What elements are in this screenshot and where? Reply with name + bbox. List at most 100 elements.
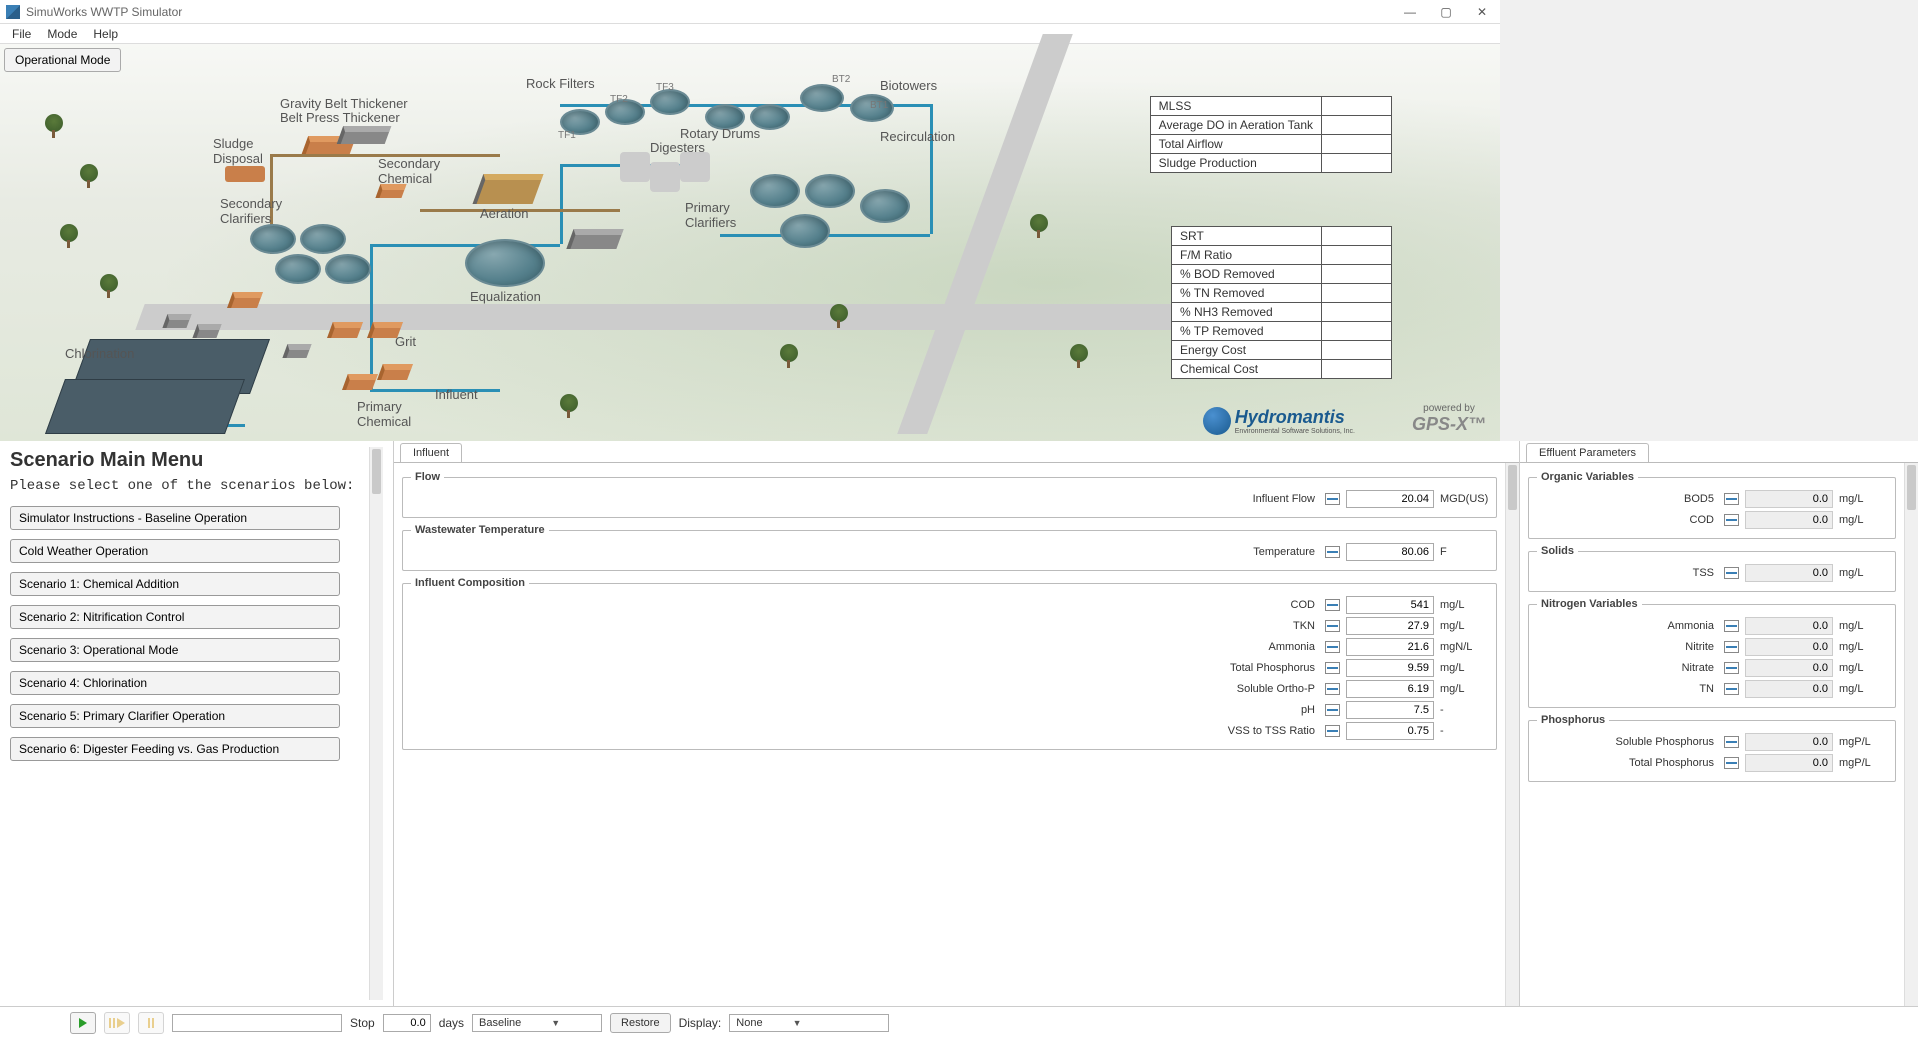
input-influent-flow[interactable] xyxy=(1346,490,1434,508)
chart-icon[interactable] xyxy=(1325,725,1340,737)
input-field[interactable] xyxy=(1346,722,1434,740)
scenario-button[interactable]: Scenario 3: Operational Mode xyxy=(10,638,340,662)
chart-icon[interactable] xyxy=(1724,641,1739,653)
scenario-button[interactable]: Scenario 6: Digester Feeding vs. Gas Pro… xyxy=(10,737,340,761)
influent-scrollbar[interactable] xyxy=(1505,463,1519,1006)
input-temperature[interactable] xyxy=(1346,543,1434,561)
play-button[interactable] xyxy=(70,1012,96,1034)
label-influent-flow: Influent Flow xyxy=(1253,493,1315,505)
label-primary-clarifiers: Primary Clarifiers xyxy=(685,200,736,230)
info-table-2: SRT F/M Ratio % BOD Removed % TN Removed… xyxy=(1171,226,1392,379)
input-field[interactable] xyxy=(1346,596,1434,614)
scenario-button[interactable]: Scenario 2: Nitrification Control xyxy=(10,605,340,629)
scenario-button[interactable]: Simulator Instructions - Baseline Operat… xyxy=(10,506,340,530)
input-field xyxy=(1745,659,1833,677)
input-field xyxy=(1745,733,1833,751)
chart-icon[interactable] xyxy=(1325,599,1340,611)
label-display: Display: xyxy=(679,1016,722,1030)
chart-icon[interactable] xyxy=(1724,620,1739,632)
effluent-scrollbar[interactable] xyxy=(1904,463,1918,1006)
logo-hydromantis: Hydromantis Environmental Software Solut… xyxy=(1203,407,1355,435)
chart-icon[interactable] xyxy=(1724,662,1739,674)
input-field[interactable] xyxy=(1346,617,1434,635)
label-equalization: Equalization xyxy=(470,289,541,304)
scenario-prompt: Please select one of the scenarios below… xyxy=(10,478,369,494)
scenario-button[interactable]: Scenario 1: Chemical Addition xyxy=(10,572,340,596)
restore-button[interactable]: Restore xyxy=(610,1013,671,1033)
label-recirculation: Recirculation xyxy=(880,129,955,144)
label-stop: Stop xyxy=(350,1016,375,1030)
chart-icon[interactable] xyxy=(1724,567,1739,579)
scenario-button[interactable]: Scenario 5: Primary Clarifier Operation xyxy=(10,704,340,728)
info-table-1: MLSS Average DO in Aeration Tank Total A… xyxy=(1150,96,1392,173)
pause-button[interactable] xyxy=(138,1012,164,1034)
combo-scenario-baseline[interactable]: Baseline▼ xyxy=(472,1014,602,1032)
label-biotowers: Biotowers xyxy=(880,78,937,93)
label-secondary-chemical: Secondary Chemical xyxy=(378,156,440,186)
label-digesters: Digesters xyxy=(650,140,705,155)
input-field xyxy=(1745,511,1833,529)
input-field[interactable] xyxy=(1346,659,1434,677)
label-rotary-drums: Rotary Drums xyxy=(680,126,760,141)
menu-file[interactable]: File xyxy=(4,25,39,43)
label-rock-filters: Rock Filters xyxy=(526,76,595,91)
input-field[interactable] xyxy=(1346,680,1434,698)
scenario-menu: Scenario Main Menu Please select one of … xyxy=(0,441,393,1006)
label-days: days xyxy=(439,1016,464,1030)
chart-icon[interactable] xyxy=(1724,683,1739,695)
label-influent: Influent xyxy=(435,387,478,402)
label-sludge-disposal: Sludge Disposal xyxy=(213,136,263,166)
plant-diagram-area: Operational Mode Secondary Clarifiers Ae… xyxy=(0,44,1500,441)
label-primary-chemical: Primary Chemical xyxy=(357,399,411,429)
maximize-button[interactable]: ▢ xyxy=(1428,0,1464,24)
scenario-button[interactable]: Cold Weather Operation xyxy=(10,539,340,563)
lower-panels: Scenario Main Menu Please select one of … xyxy=(0,441,1918,1006)
step-button[interactable] xyxy=(104,1012,130,1034)
chart-icon[interactable] xyxy=(1325,641,1340,653)
combo-display[interactable]: None▼ xyxy=(729,1014,889,1032)
operational-mode-button[interactable]: Operational Mode xyxy=(4,48,121,72)
close-button[interactable]: ✕ xyxy=(1464,0,1500,24)
app-icon xyxy=(6,5,20,19)
scenario-title: Scenario Main Menu xyxy=(10,449,369,472)
tab-effluent[interactable]: Effluent Parameters xyxy=(1526,443,1649,462)
time-slider[interactable] xyxy=(172,1014,342,1032)
label-grit: Grit xyxy=(395,334,416,349)
input-field xyxy=(1745,564,1833,582)
chart-icon[interactable] xyxy=(1325,620,1340,632)
label-secondary-clarifiers: Secondary Clarifiers xyxy=(220,196,282,226)
group-temp: Wastewater Temperature Temperature F xyxy=(402,524,1497,571)
minimize-button[interactable]: — xyxy=(1392,0,1428,24)
label-temperature: Temperature xyxy=(1253,546,1315,558)
titlebar: SimuWorks WWTP Simulator — ▢ ✕ xyxy=(0,0,1500,24)
chart-icon[interactable] xyxy=(1724,757,1739,769)
menu-help[interactable]: Help xyxy=(85,25,126,43)
input-field[interactable] xyxy=(1346,638,1434,656)
input-stop-time[interactable] xyxy=(383,1014,431,1032)
group-composition: Influent Composition CODmg/LTKNmg/LAmmon… xyxy=(402,577,1497,750)
chart-icon[interactable] xyxy=(1325,546,1340,558)
scenario-scrollbar[interactable] xyxy=(369,447,383,1000)
input-field xyxy=(1745,638,1833,656)
label-aeration: Aeration xyxy=(480,206,528,221)
chart-icon[interactable] xyxy=(1325,662,1340,674)
window-title: SimuWorks WWTP Simulator xyxy=(26,5,1392,19)
label-gravity-belt: Gravity Belt Thickener xyxy=(280,96,408,111)
input-field xyxy=(1745,617,1833,635)
input-field xyxy=(1745,754,1833,772)
chart-icon[interactable] xyxy=(1325,683,1340,695)
input-field[interactable] xyxy=(1346,701,1434,719)
chart-icon[interactable] xyxy=(1724,514,1739,526)
chart-icon[interactable] xyxy=(1325,704,1340,716)
menu-mode[interactable]: Mode xyxy=(39,25,85,43)
tab-influent[interactable]: Influent xyxy=(400,443,462,462)
chart-icon[interactable] xyxy=(1325,493,1340,505)
scenario-button[interactable]: Scenario 4: Chlorination xyxy=(10,671,340,695)
input-field xyxy=(1745,490,1833,508)
label-chlorination: Chlorination xyxy=(65,346,134,361)
chart-icon[interactable] xyxy=(1724,736,1739,748)
chart-icon[interactable] xyxy=(1724,493,1739,505)
group-flow: Flow Influent Flow MGD(US) xyxy=(402,471,1497,518)
input-field xyxy=(1745,680,1833,698)
control-bar: Stop days Baseline▼ Restore Display: Non… xyxy=(0,1006,1918,1038)
